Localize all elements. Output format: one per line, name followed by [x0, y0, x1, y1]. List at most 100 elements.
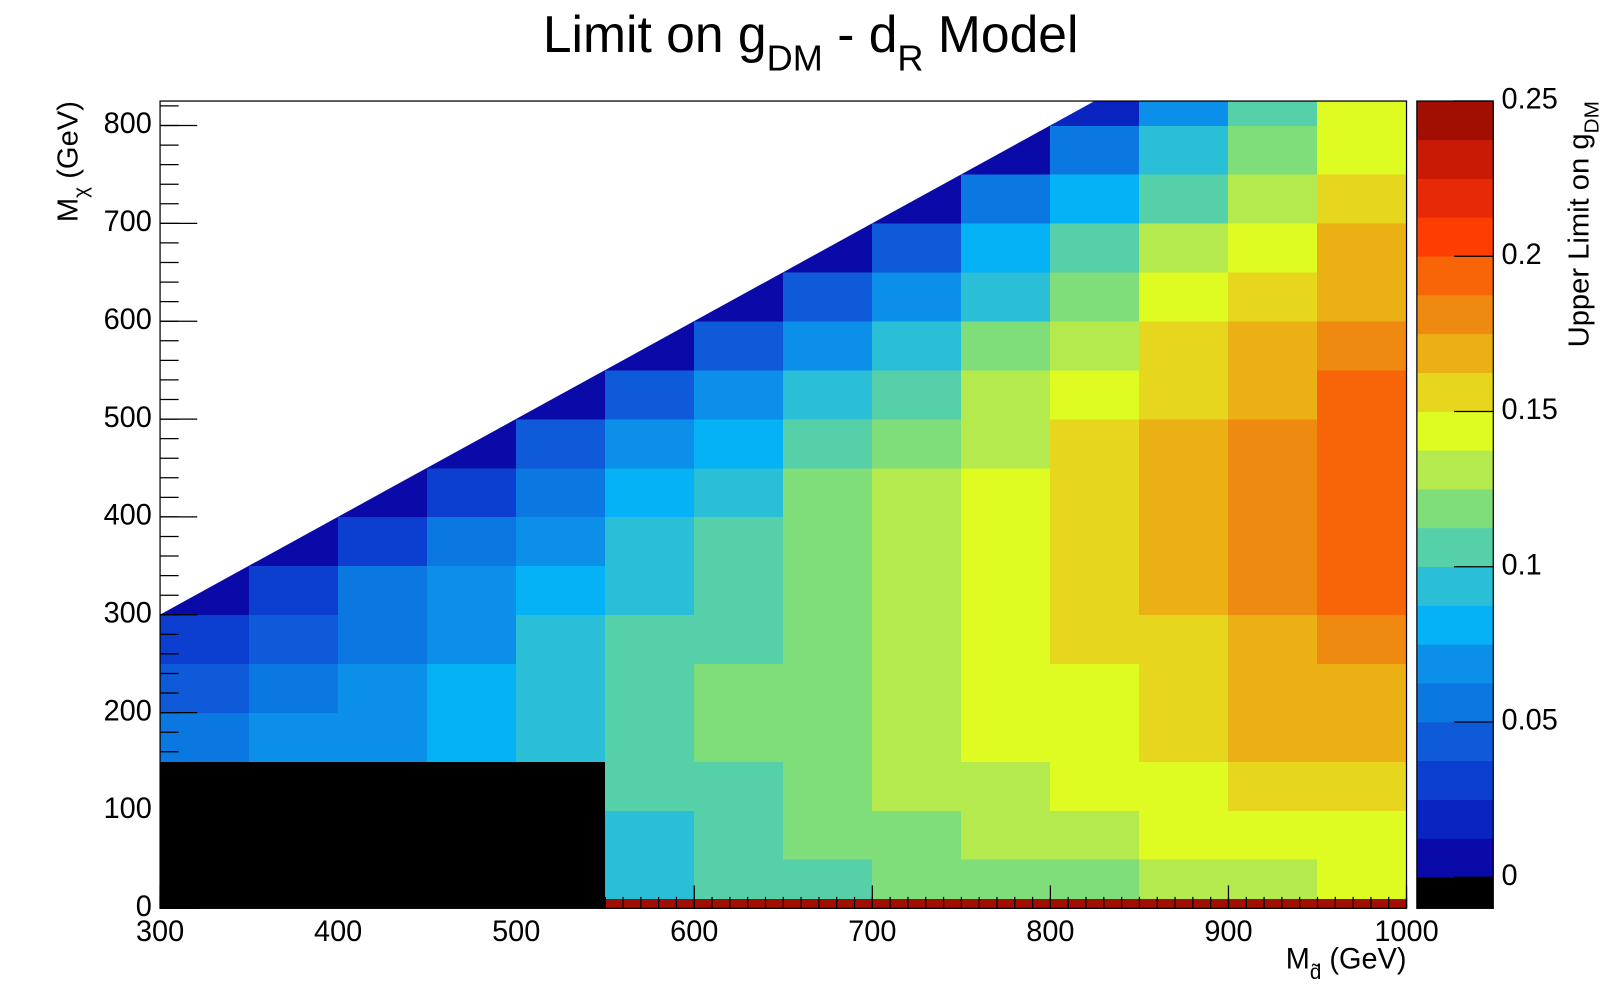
contour-cell [872, 761, 962, 811]
contour-cell [604, 663, 695, 713]
contour-cell [1228, 271, 1318, 322]
chart-title: Limit on gDM - dR Model [543, 5, 1079, 78]
colorbar-below [1416, 877, 1494, 909]
contour-cell [1050, 320, 1140, 371]
chart-title-part: R [897, 37, 923, 78]
contour-cell [248, 761, 339, 811]
colorbar-band [1416, 333, 1494, 373]
contour-cell [961, 898, 1051, 909]
contour-cell [1139, 663, 1229, 713]
contour-cell [515, 859, 606, 899]
contour-cell [515, 898, 606, 909]
contour-cell [515, 467, 606, 518]
contour-cell [1139, 223, 1229, 273]
contour-cell [1228, 100, 1318, 126]
z-tick-label: 0.25 [1502, 84, 1558, 116]
contour-cell [1317, 125, 1407, 175]
contour-cell [872, 810, 962, 860]
colorbar-band [1416, 411, 1494, 451]
contour-cell [872, 565, 962, 616]
x-axis-label-part: (GeV) [1321, 944, 1406, 976]
contour-cell [1228, 516, 1318, 567]
contour-cell [337, 898, 428, 909]
x-axis-label-part: M [1286, 944, 1310, 976]
colorbar-band [1416, 100, 1494, 141]
contour-cell [1228, 859, 1318, 899]
contour-cell [604, 810, 695, 860]
contour-cell [604, 898, 695, 909]
contour-cell [693, 898, 784, 909]
contour-cell [872, 859, 962, 899]
y-tick-label: 300 [104, 597, 152, 629]
contour-cell [426, 614, 517, 665]
contour-cell [1228, 898, 1318, 909]
contour-cell [961, 614, 1051, 665]
contour-cell [872, 369, 962, 420]
contour-cell [337, 565, 428, 616]
contour-cell [872, 223, 962, 273]
axes: 0 100 200 300 400 500 600 700 800 300 400 500 600 700… [53, 5, 1604, 984]
colorbar-band [1416, 178, 1494, 218]
contour-cell [515, 565, 606, 616]
contour-area [159, 100, 1407, 909]
contour-cell [782, 614, 873, 665]
colorbar-label-part: Upper Limit on g [1563, 133, 1595, 347]
contour-cell [1228, 320, 1318, 371]
contour-cell [1317, 467, 1407, 518]
contour-cell [248, 663, 339, 713]
contour-cell [515, 663, 606, 713]
contour-cell [961, 320, 1051, 371]
contour-cell [604, 369, 695, 420]
y-axis-label-part: M [53, 198, 85, 222]
contour-cell [1139, 614, 1229, 665]
contour-cell [782, 516, 873, 567]
contour-cell [1139, 516, 1229, 567]
y-tick-label: 100 [104, 793, 152, 825]
contour-cell [604, 565, 695, 616]
contour-cell [1317, 369, 1407, 420]
contour-cell [515, 614, 606, 665]
colorbar-band [1416, 527, 1494, 568]
contour-cell [1139, 565, 1229, 616]
contour-cell [693, 565, 784, 616]
contour-cell [1317, 712, 1407, 762]
contour-cell [961, 418, 1051, 469]
contour-cell [1139, 810, 1229, 860]
x-tick-label: 300 [136, 916, 184, 948]
x-tick-label: 400 [314, 916, 362, 948]
contour-cell [515, 418, 606, 469]
contour-cell [426, 810, 517, 860]
contour-cell [693, 320, 784, 371]
contour-cell [782, 859, 873, 899]
contour-cell [159, 761, 250, 811]
x-tick-label: 1000 [1374, 916, 1438, 948]
colorbar-band [1416, 256, 1494, 296]
x-tick-label: 600 [670, 916, 718, 948]
contour-cell [1317, 565, 1407, 616]
colorbar-band [1416, 217, 1494, 257]
contour-cell [782, 369, 873, 420]
contour-cell [1050, 174, 1140, 224]
contour-cell [872, 418, 962, 469]
contour-cell [693, 369, 784, 420]
contour-cell [1228, 418, 1318, 469]
x-axis-label-part: d̃ [1310, 961, 1321, 984]
contour-cell [872, 320, 962, 371]
contour-cell [337, 859, 428, 899]
contour-cell [1139, 271, 1229, 322]
contour-cell [1139, 174, 1229, 224]
z-tick-label: 0 [1502, 860, 1518, 892]
contour-cell [337, 614, 428, 665]
contour-cell [159, 614, 250, 665]
contour-cell [337, 761, 428, 811]
contour-cell [1050, 761, 1140, 811]
contour-cell [782, 565, 873, 616]
contour-cell [337, 663, 428, 713]
contour-cell [1317, 761, 1407, 811]
contour-cell [1050, 271, 1140, 322]
contour-cell [961, 663, 1051, 713]
contour-cell [604, 418, 695, 469]
z-tick-label: 0.1 [1502, 549, 1542, 581]
